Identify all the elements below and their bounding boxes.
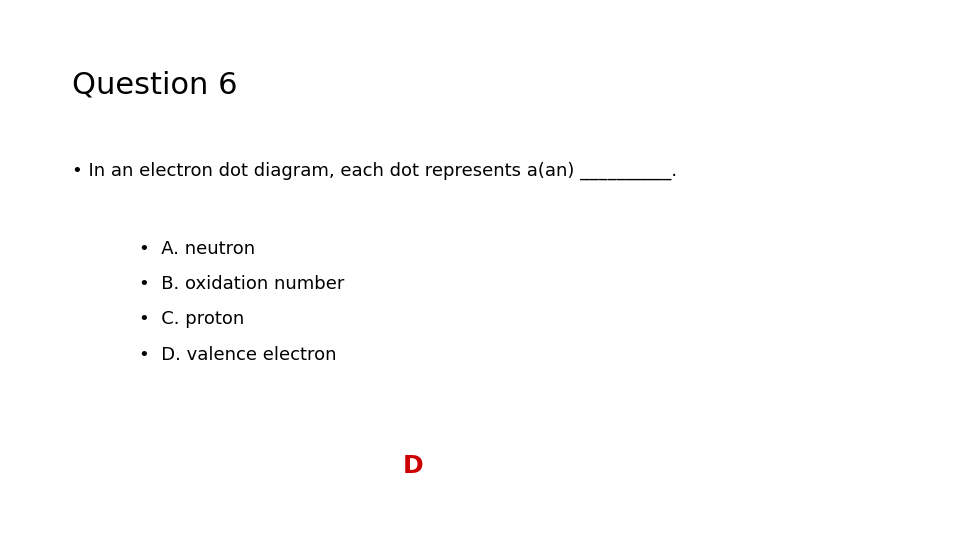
Text: •  D. valence electron: • D. valence electron bbox=[139, 346, 337, 363]
Text: • In an electron dot diagram, each dot represents a(an) __________.: • In an electron dot diagram, each dot r… bbox=[72, 162, 688, 180]
Text: D: D bbox=[402, 454, 423, 478]
Text: •  A. neutron: • A. neutron bbox=[139, 240, 255, 258]
Text: •  C. proton: • C. proton bbox=[139, 310, 245, 328]
Text: •  B. oxidation number: • B. oxidation number bbox=[139, 275, 345, 293]
Text: Question 6: Question 6 bbox=[72, 70, 237, 99]
